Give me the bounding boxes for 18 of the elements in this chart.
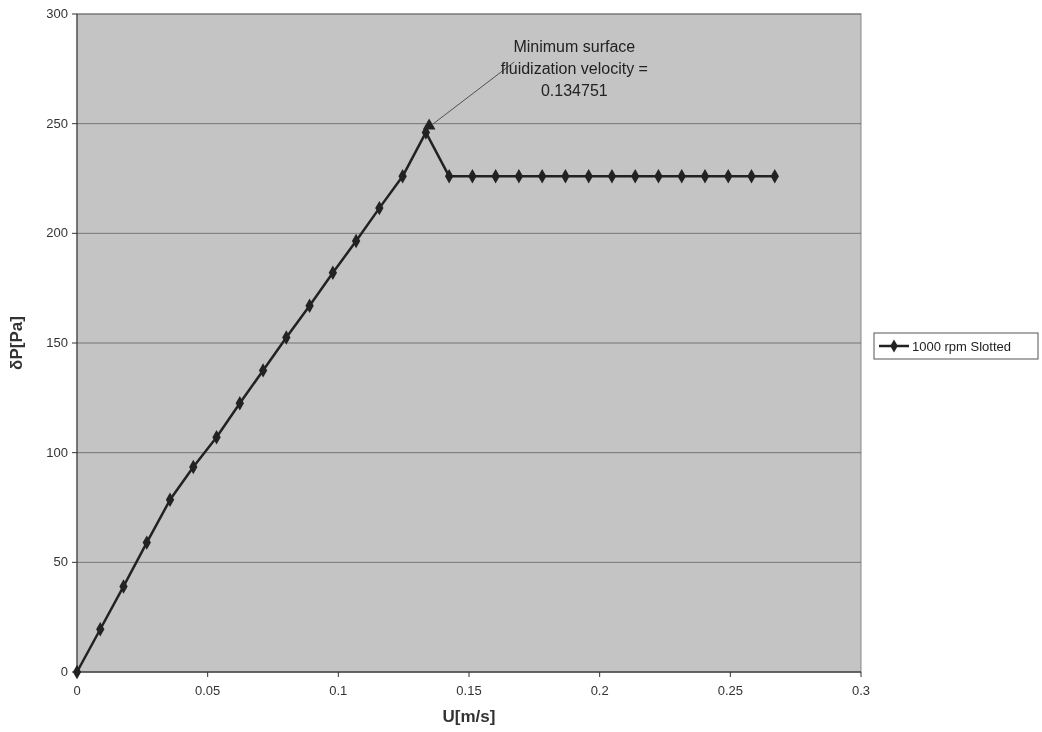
y-tick-label: 100 <box>46 444 68 460</box>
x-tick-label: 0 <box>73 683 81 698</box>
x-tick-label: 0.3 <box>851 683 871 698</box>
x-tick-label: 0.1 <box>329 683 348 698</box>
y-tick-label: 0 <box>60 664 68 679</box>
y-tick-label: 300 <box>46 6 68 21</box>
x-axis-title: U[m/s] <box>442 707 496 726</box>
x-tick-label: 0.25 <box>717 683 743 698</box>
y-tick-label: 250 <box>46 115 68 131</box>
x-tick-label: 0.15 <box>456 683 482 698</box>
x-tick-label: 0.05 <box>195 683 221 698</box>
y-axis-title: δP[Pa] <box>7 316 26 370</box>
legend-label: 1000 rpm Slotted <box>912 339 1012 354</box>
y-tick-label: 50 <box>53 554 68 570</box>
y-tick-label: 150 <box>46 335 68 350</box>
x-tick-label: 0.2 <box>590 683 609 698</box>
annotation: Minimum surface fluidization velocity = 0.134751 <box>500 37 648 99</box>
y-tick-label: 200 <box>46 225 68 241</box>
